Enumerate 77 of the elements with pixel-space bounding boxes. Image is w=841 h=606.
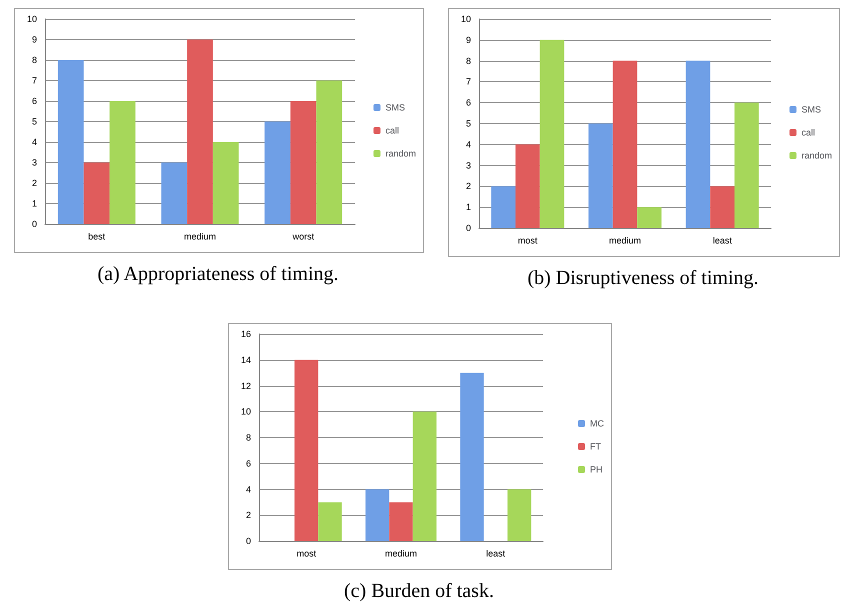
y-tick-label: 5 — [32, 116, 37, 126]
y-tick-label: 3 — [466, 160, 471, 170]
bar — [290, 101, 316, 224]
y-tick-label: 3 — [32, 158, 37, 168]
legend-label: random — [385, 148, 416, 158]
y-tick-label: 1 — [32, 198, 37, 208]
y-tick-label: 6 — [466, 98, 471, 108]
bar — [161, 162, 188, 224]
y-tick-label: 4 — [246, 484, 251, 494]
bar — [588, 124, 613, 228]
y-tick-label: 5 — [466, 118, 471, 128]
bar — [540, 40, 564, 228]
y-tick-label: 6 — [246, 458, 251, 468]
text: (a) Appropriateness of timing. — [96, 263, 340, 286]
y-tick-label: 8 — [466, 56, 471, 66]
y-tick-label: 2 — [32, 178, 37, 188]
x-tick-label: medium — [384, 548, 418, 558]
x-tick-label: least — [486, 548, 506, 558]
bar — [516, 144, 540, 228]
bar — [412, 412, 436, 541]
x-tick-label: most — [296, 548, 317, 558]
y-tick-label: 9 — [32, 34, 37, 44]
legend-label: random — [801, 150, 832, 160]
x-tick-label: least — [712, 236, 732, 246]
y-tick-label: 4 — [466, 139, 471, 150]
text: (b) Disruptiveness of timing. — [526, 267, 760, 290]
bar — [460, 372, 484, 541]
y-tick-label: 2 — [466, 181, 471, 192]
y-tick-label: 14 — [240, 354, 251, 365]
legend-label: SMS — [801, 104, 821, 114]
y-tick-label: 0 — [466, 223, 471, 233]
bar — [637, 207, 662, 228]
x-tick-label: most — [518, 236, 538, 246]
y-tick-label: 2 — [246, 510, 251, 520]
y-tick-label: 16 — [240, 329, 251, 339]
y-tick-label: 4 — [32, 137, 37, 147]
legend-label: call — [385, 126, 399, 136]
bar — [612, 60, 638, 228]
y-tick-label: 10 — [26, 14, 37, 24]
bar — [294, 360, 318, 541]
y-tick-label: 8 — [246, 432, 251, 442]
x-tick-label: medium — [608, 236, 642, 246]
x-tick-label: worst — [292, 232, 315, 242]
y-tick-label: 7 — [32, 76, 37, 86]
legend-label: PH — [590, 464, 603, 474]
y-tick-label: 9 — [466, 34, 471, 45]
legend-label: SMS — [385, 102, 405, 112]
y-tick-label: 0 — [246, 536, 251, 546]
y-tick-label: 1 — [466, 202, 471, 212]
y-tick-label: 10 — [460, 14, 471, 24]
text: (c) Burden of task. — [343, 580, 495, 603]
bar — [366, 489, 390, 541]
y-tick-label: 0 — [32, 219, 37, 229]
bar — [187, 40, 213, 224]
bar — [491, 186, 516, 228]
x-tick-label: medium — [184, 232, 216, 242]
bar — [508, 489, 532, 541]
y-tick-label: 12 — [240, 380, 251, 391]
y-tick-label: 10 — [240, 406, 251, 417]
bar — [734, 102, 759, 228]
bar — [212, 142, 239, 224]
bar — [84, 162, 110, 224]
legend-label: call — [801, 128, 815, 138]
bar — [318, 502, 342, 541]
legend-label: MC — [590, 418, 604, 428]
bar — [264, 122, 290, 224]
y-tick-label: 8 — [32, 55, 37, 65]
bar — [58, 60, 84, 224]
bar — [389, 502, 413, 541]
y-tick-label: 6 — [32, 96, 37, 106]
bar — [316, 80, 342, 224]
legend-label: FT — [590, 442, 602, 452]
bar — [110, 101, 136, 224]
bar — [686, 60, 710, 228]
bar — [710, 186, 734, 228]
y-tick-label: 7 — [466, 76, 471, 87]
x-tick-label: best — [88, 232, 106, 242]
